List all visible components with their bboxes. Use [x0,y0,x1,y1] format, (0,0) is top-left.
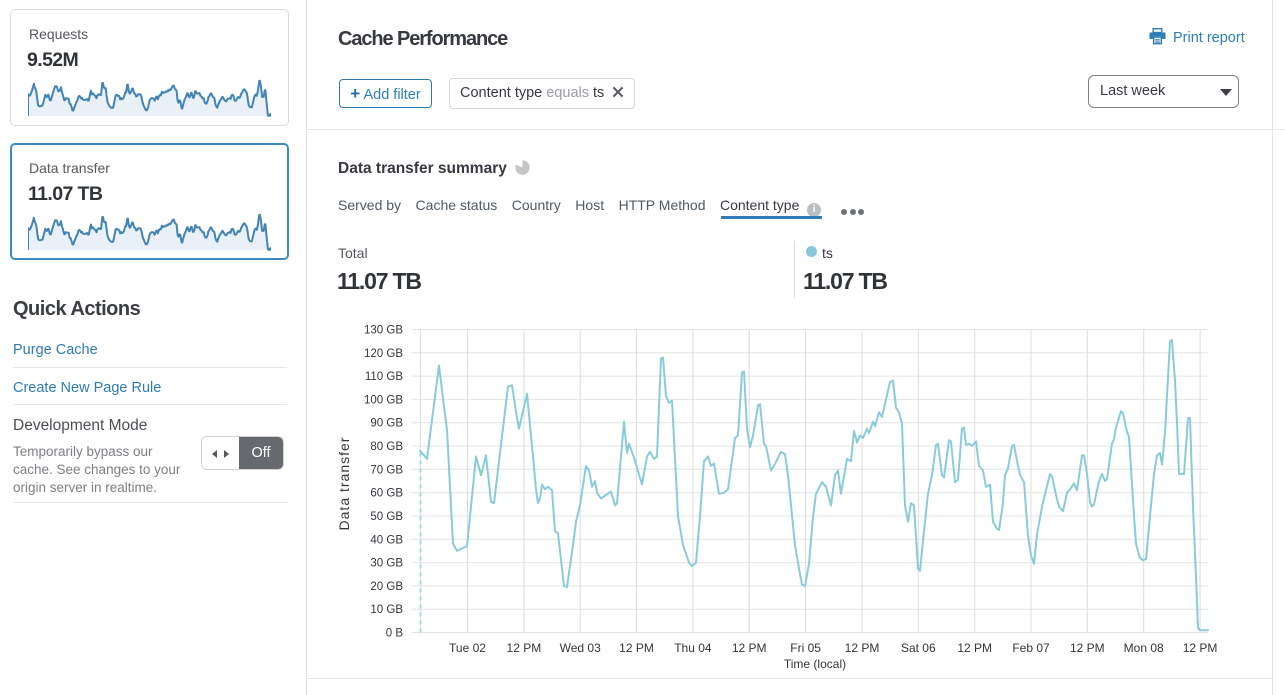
svg-text:12 PM: 12 PM [1183,641,1218,655]
svg-text:12 PM: 12 PM [619,641,654,655]
svg-text:Data transfer: Data transfer [336,437,352,531]
svg-text:90 GB: 90 GB [370,418,403,430]
svg-text:110 GB: 110 GB [365,371,403,383]
svg-text:Sat 06: Sat 06 [901,641,936,655]
svg-text:10 GB: 10 GB [370,604,403,616]
svg-text:Fri 05: Fri 05 [790,641,821,655]
svg-text:12 PM: 12 PM [845,641,880,655]
svg-text:Thu 04: Thu 04 [674,641,712,655]
svg-text:0 B: 0 B [386,628,404,640]
svg-text:80 GB: 80 GB [370,441,403,453]
svg-text:100 GB: 100 GB [364,394,403,406]
svg-text:130 GB: 130 GB [364,325,403,337]
svg-text:Mon 08: Mon 08 [1124,641,1164,655]
svg-text:30 GB: 30 GB [370,558,403,570]
svg-text:50 GB: 50 GB [370,511,403,523]
svg-text:Wed 03: Wed 03 [560,641,601,655]
svg-text:12 PM: 12 PM [732,641,767,655]
svg-text:12 PM: 12 PM [1070,641,1105,655]
svg-text:12 PM: 12 PM [957,641,992,655]
svg-text:70 GB: 70 GB [370,464,403,476]
svg-text:12 PM: 12 PM [507,641,542,655]
svg-text:Feb 07: Feb 07 [1012,641,1050,655]
svg-text:20 GB: 20 GB [370,581,403,593]
svg-text:60 GB: 60 GB [370,488,403,500]
svg-text:Tue 02: Tue 02 [449,641,486,655]
svg-text:Time (local): Time (local) [784,657,846,671]
svg-text:120 GB: 120 GB [364,348,403,360]
svg-text:40 GB: 40 GB [370,534,403,546]
